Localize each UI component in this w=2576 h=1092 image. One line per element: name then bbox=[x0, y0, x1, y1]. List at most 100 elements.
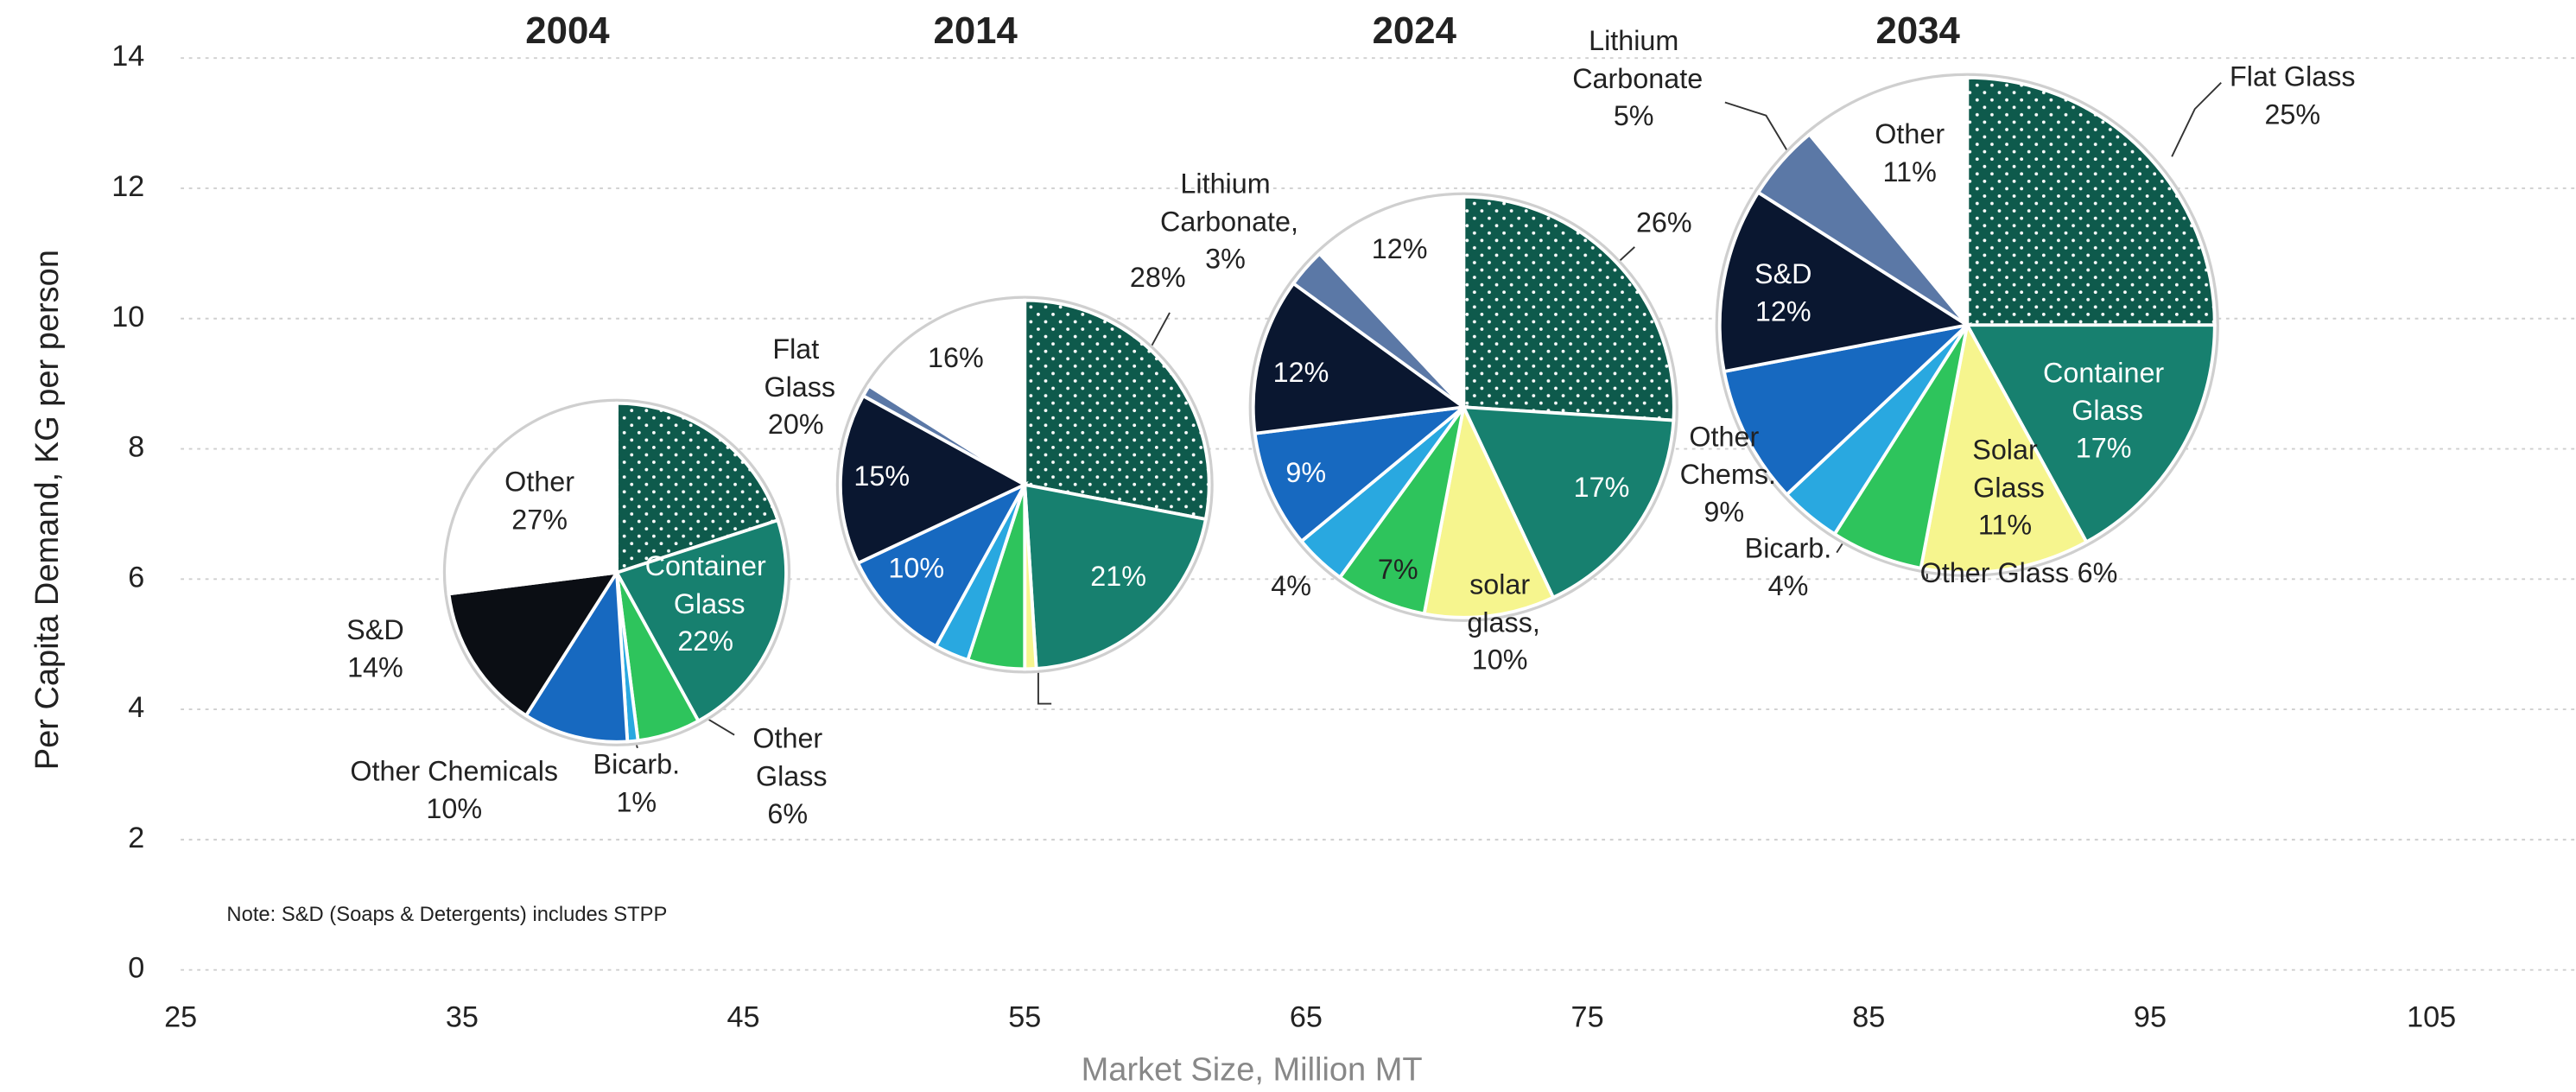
x-tick-label: 85 bbox=[1852, 1001, 1885, 1034]
y-tick-label: 0 bbox=[128, 952, 144, 985]
pie-slice bbox=[1253, 404, 1469, 544]
pie-slice bbox=[1251, 281, 1469, 435]
y-tick-label: 4 bbox=[128, 691, 144, 724]
leader-line bbox=[2171, 82, 2222, 157]
slice-label-line: Solar bbox=[1972, 434, 2038, 465]
y-axis-label: Per Capita Demand, KG per person bbox=[29, 250, 66, 770]
y-tick-label: 12 bbox=[111, 170, 144, 203]
slice-label-line: Other bbox=[752, 722, 822, 753]
pie-slice bbox=[1919, 320, 2089, 575]
value-label: 9% bbox=[1285, 457, 1326, 488]
pie-slice bbox=[1722, 322, 1973, 498]
slice-label-line: Lithium bbox=[1589, 25, 1678, 56]
slice-label-line: Glass bbox=[756, 371, 835, 402]
slice-label: Flat Glass bbox=[2230, 61, 2356, 92]
value-label: 5% bbox=[1614, 100, 1654, 131]
pie-title: 2004 bbox=[525, 10, 610, 52]
value-label: 1% bbox=[616, 786, 657, 817]
value-label: 6% bbox=[2078, 557, 2118, 588]
pie-slice bbox=[1461, 405, 1676, 600]
pie-slice bbox=[866, 298, 1027, 488]
slice-label: Lithium Carbonate, bbox=[1152, 168, 1298, 237]
y-tick-label: 6 bbox=[128, 561, 144, 594]
pie-slice bbox=[614, 517, 788, 724]
value-label: 10% bbox=[888, 552, 944, 583]
slice-label: Other Chems. bbox=[1672, 421, 1776, 490]
value-label: 12% bbox=[1372, 233, 1428, 264]
value-label: 25% bbox=[2264, 98, 2320, 130]
pie-slice bbox=[1023, 482, 1209, 670]
value-label: 26% bbox=[1636, 207, 1692, 238]
value-label: 11% bbox=[1883, 156, 1937, 187]
value-label: 27% bbox=[511, 504, 568, 535]
pie-slice bbox=[615, 401, 780, 575]
slice-label: Solar Glass bbox=[1965, 434, 2045, 503]
slice-label: Other Chemicals bbox=[350, 755, 558, 786]
pie-title: 2024 bbox=[1373, 10, 1457, 52]
value-label: 9% bbox=[1704, 497, 1744, 528]
slice-label-line: Glass bbox=[666, 587, 746, 619]
y-tick-label: 2 bbox=[128, 822, 144, 854]
slice-label-line: Glass bbox=[2064, 395, 2143, 426]
value-label: 10% bbox=[426, 793, 482, 824]
note: Note: S&D (Soaps & Detergents) includes … bbox=[226, 903, 667, 926]
slice-label: Other bbox=[504, 467, 574, 498]
slice-label-line: Other bbox=[1689, 421, 1759, 452]
pie-slice bbox=[446, 401, 619, 596]
y-tick-label: 14 bbox=[111, 40, 144, 73]
value-label: 17% bbox=[1574, 472, 1630, 503]
pie-slice bbox=[1717, 190, 1972, 374]
slice-label: Container Glass bbox=[645, 550, 766, 619]
value-label: 12% bbox=[1273, 357, 1329, 388]
slice-label-line: Lithium bbox=[1180, 168, 1270, 199]
pie-slice bbox=[1422, 402, 1556, 619]
x-axis-label: Market Size, Million MT bbox=[1082, 1052, 1423, 1089]
slice-label-line: Container bbox=[2043, 357, 2164, 388]
slice-label-line: Carbonate, bbox=[1152, 206, 1298, 237]
x-tick-label: 55 bbox=[1008, 1001, 1041, 1034]
value-label: 11% bbox=[1978, 510, 2032, 541]
x-tick-label: 105 bbox=[2407, 1001, 2456, 1034]
value-label: 28% bbox=[1130, 262, 1186, 293]
value-label: 3% bbox=[1205, 244, 1246, 275]
value-label: 14% bbox=[347, 652, 403, 683]
value-label: 20% bbox=[768, 409, 824, 440]
slice-label: Container Glass bbox=[2043, 357, 2164, 426]
leader-line bbox=[1724, 101, 1797, 166]
leader-line bbox=[1149, 312, 1171, 350]
slice-label: Bicarb. bbox=[1745, 532, 1832, 563]
pie-slice bbox=[1964, 323, 2217, 544]
x-tick-label: 65 bbox=[1290, 1001, 1323, 1034]
value-label: 4% bbox=[1271, 570, 1311, 601]
pie-slice bbox=[1462, 194, 1676, 422]
pie-title: 2034 bbox=[1876, 10, 1961, 52]
x-tick-label: 75 bbox=[1571, 1001, 1604, 1034]
value-label: 16% bbox=[928, 342, 984, 373]
slice-label: S&D bbox=[1754, 258, 1811, 289]
value-label: 22% bbox=[677, 625, 733, 657]
pie-slice bbox=[523, 567, 630, 744]
y-tick-label: 8 bbox=[128, 431, 144, 464]
pie-slice bbox=[838, 393, 1029, 566]
slice-label: S&D bbox=[346, 614, 403, 645]
value-label: 4% bbox=[1768, 570, 1809, 601]
y-tick-label: 10 bbox=[111, 301, 144, 333]
slice-label-line: Glass bbox=[748, 760, 828, 791]
slice-label-line: Chems. bbox=[1672, 459, 1776, 490]
value-label: 7% bbox=[1378, 554, 1418, 585]
slice-label: Bicarb. bbox=[593, 749, 681, 780]
value-label: 15% bbox=[853, 460, 910, 492]
slice-label: Other Glass bbox=[1920, 557, 2069, 588]
x-tick-label: 45 bbox=[727, 1001, 760, 1034]
pie-slice bbox=[447, 570, 620, 718]
pie-slice bbox=[1806, 75, 1970, 330]
x-tick-label: 25 bbox=[164, 1001, 197, 1034]
slice-label: Lithium Carbonate bbox=[1564, 25, 1703, 94]
value-label: 10% bbox=[1472, 644, 1528, 676]
value-label: 12% bbox=[1755, 296, 1811, 327]
slice-label-line: Glass bbox=[1965, 472, 2045, 503]
leader-line bbox=[1037, 663, 1052, 705]
slice-label: Other Glass bbox=[748, 722, 828, 791]
